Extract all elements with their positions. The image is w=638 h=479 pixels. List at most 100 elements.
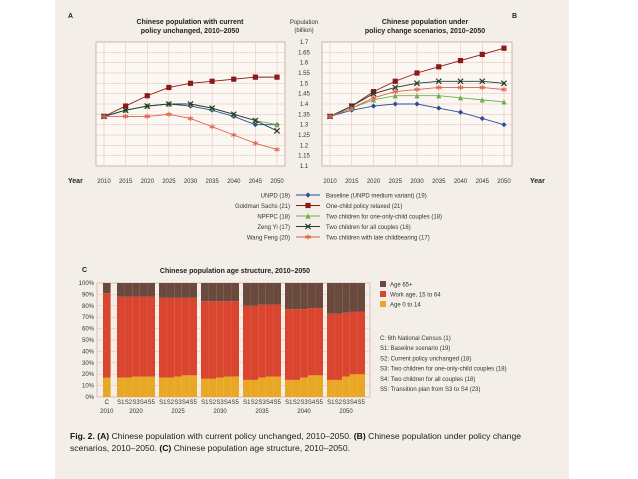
y-tick-label-c: 90% — [82, 292, 95, 298]
bar-category-label: S5 — [190, 400, 198, 406]
data-point-a-1 — [209, 78, 215, 84]
data-point-a-4 — [166, 111, 172, 117]
year-label-a: Year — [68, 178, 83, 185]
y-tick-label-c: 50% — [82, 338, 95, 344]
legend-swatch-c — [380, 291, 386, 297]
legend-left-label: UNPD (19) — [261, 194, 290, 200]
data-point-a-4 — [252, 140, 259, 146]
stacked-bar-segment — [250, 283, 259, 306]
x-tick-label-a: 2040 — [227, 179, 241, 185]
data-point-b-0 — [479, 115, 485, 122]
data-point-a-4 — [230, 132, 237, 138]
stacked-bar-segment — [250, 379, 259, 397]
y-tick-label: 1.3 — [300, 123, 309, 129]
stacked-bar-segment — [231, 283, 239, 302]
data-point-b-4 — [457, 84, 464, 91]
stacked-bar-segment — [315, 375, 323, 397]
stacked-bar-segment — [342, 376, 350, 397]
bar-year-label: 2020 — [129, 409, 143, 415]
stacked-bar-segment — [147, 283, 155, 297]
data-point-b-2 — [414, 93, 420, 99]
stacked-bar-segment — [201, 378, 209, 397]
bar-year-label: 2025 — [171, 409, 185, 415]
data-point-b-1 — [501, 45, 507, 51]
bar-category-label: S5 — [316, 400, 324, 406]
stacked-bar-segment — [258, 283, 266, 305]
bar-category-label: S3 — [132, 400, 140, 406]
legend-marker — [305, 192, 311, 198]
y-tick-label-c: 70% — [82, 315, 95, 321]
x-tick-label-b: 2050 — [497, 179, 511, 185]
legend-label-c: Work age, 15 to 64 — [390, 293, 441, 299]
stacked-bar-segment — [285, 379, 293, 397]
legend-left-label: Wang Feng (20) — [247, 236, 290, 242]
line-legend: UNPD (19) Baseline (UNPD medium variant) … — [235, 192, 442, 242]
legend-marker — [304, 223, 312, 230]
data-point-a-1 — [123, 103, 129, 109]
stacked-bar-segment — [292, 379, 301, 397]
stacked-bar-segment — [231, 301, 239, 377]
data-point-a-3 — [187, 100, 194, 108]
x-tick-label-b: 2025 — [389, 179, 403, 185]
stacked-bar-segment — [285, 309, 293, 380]
y-tick-label: 1.5 — [300, 81, 309, 87]
data-point-b-4 — [414, 86, 420, 93]
stacked-bar-segment — [243, 283, 251, 306]
y-tick-label: 1.65 — [298, 50, 310, 56]
bar-category-label: S3 — [300, 400, 308, 406]
data-point-b-4 — [370, 95, 377, 101]
bar-category-label: S5 — [274, 400, 282, 406]
bar-year-label: 2035 — [255, 409, 269, 415]
y-tick-label-c: 30% — [82, 361, 95, 367]
stacked-bar-segment — [327, 313, 335, 380]
bar-category-label: S1 — [159, 400, 167, 406]
stacked-bar-segment — [124, 377, 133, 397]
bar-category-label: S5 — [358, 400, 366, 406]
scenario-note: S3: Two children for one-only-child coup… — [380, 367, 507, 373]
data-point-b-2 — [479, 97, 485, 103]
bar-year-label: 2050 — [339, 409, 353, 415]
y-tick-label: 1.2 — [300, 143, 309, 149]
stacked-bar-segment — [103, 377, 111, 397]
data-point-b-3 — [500, 80, 508, 87]
stacked-bar-segment — [223, 376, 232, 397]
stacked-bar-segment — [159, 297, 167, 378]
data-point-a-1 — [252, 74, 258, 80]
bar-category-label: S3 — [174, 400, 182, 406]
bar-category-label: S4 — [224, 400, 232, 406]
bar-category-label: S2 — [209, 400, 217, 406]
bar-category-label: S4 — [182, 400, 190, 406]
stacked-bar-segment — [349, 311, 358, 375]
stacked-bar-segment — [139, 376, 148, 397]
data-point-a-3 — [252, 117, 259, 124]
bar-category-label: S4 — [140, 400, 148, 406]
legend-right-label: Baseline (UNPD medium variant) (19) — [326, 194, 427, 200]
stacked-bar-segment — [166, 283, 175, 298]
stacked-bar-segment — [342, 283, 350, 313]
y-tick-label: 1.45 — [298, 92, 310, 98]
stacked-bar-segment — [174, 283, 182, 298]
stacked-bar-segment — [189, 375, 197, 397]
caption-c-label: (C) — [159, 443, 172, 453]
stacked-bar-segment — [201, 283, 209, 302]
stacked-bar-segment — [258, 304, 266, 378]
legend-left-label: Goldman Sachs (21) — [235, 204, 290, 210]
stacked-bar-segment — [357, 374, 365, 397]
data-point-b-3 — [435, 78, 442, 85]
legend-label-c: Age 0 to 14 — [390, 303, 421, 309]
bar-category-label: C — [105, 400, 110, 406]
stacked-bar-segment — [334, 283, 343, 314]
stacked-bar-segment — [223, 301, 232, 377]
stacked-bar-segment — [265, 283, 274, 305]
data-point-b-4 — [435, 84, 442, 91]
bar-category-label: S1 — [285, 400, 293, 406]
stacked-bar-segment — [334, 313, 343, 380]
bar-category-label: S2 — [293, 400, 301, 406]
data-point-a-1 — [274, 74, 280, 80]
chart-c-scenario-notes: C: 6th National Census (1) S1: Baseline s… — [380, 336, 507, 393]
data-point-a-1 — [166, 84, 172, 91]
legend-swatch-c — [380, 301, 386, 307]
stacked-bar-segment — [124, 283, 133, 297]
data-point-a-3 — [273, 127, 281, 134]
stacked-bar-segment — [243, 379, 251, 397]
